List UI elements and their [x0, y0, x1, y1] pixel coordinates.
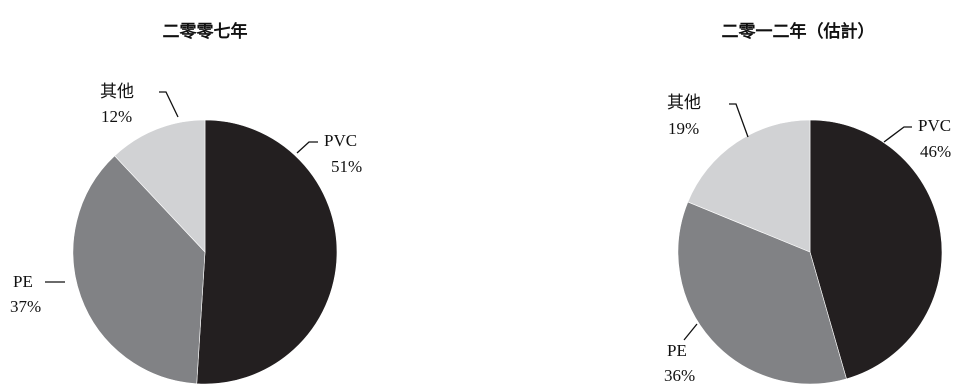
pie-chart-2007: 二零零七年 PVC 51% PE 37% 其他 12%: [10, 21, 362, 385]
slice-label-pe-2007: PE: [13, 272, 33, 291]
chart-title-2007: 二零零七年: [163, 21, 248, 42]
pie-slice-pvc-2007: [196, 119, 338, 385]
leader-other-2007: [159, 91, 179, 118]
slice-value-pvc-2012: 46%: [920, 142, 951, 161]
slice-label-pvc-2012: PVC: [918, 116, 951, 135]
pie-2007-slices: [72, 119, 338, 385]
slice-value-pe-2007: 37%: [10, 297, 41, 316]
slice-label-other-2012: 其他: [667, 93, 701, 112]
pie-slice-pe-2012: [677, 201, 847, 385]
leader-pvc-2012: [883, 126, 912, 143]
leader-pvc-2007: [296, 141, 318, 154]
slice-label-pvc-2007: PVC: [324, 131, 357, 150]
leader-pe-2012: [683, 323, 698, 341]
slice-value-pvc-2007: 51%: [331, 157, 362, 176]
pie-slice-pe-2007: [72, 155, 206, 385]
leader-other-2012: [729, 103, 749, 138]
pie-chart-2012: 二零一二年（估計） PVC 46% PE 36% 其他 19%: [664, 21, 951, 385]
pie-slice-pvc-2012: [809, 119, 943, 380]
chart-title-2012: 二零一二年（估計）: [722, 21, 875, 42]
slice-label-other-2007: 其他: [100, 82, 134, 101]
slice-value-other-2007: 12%: [101, 107, 132, 126]
pie-2012-slices: [677, 119, 943, 385]
pie-slice-other-2012: [687, 119, 811, 253]
pie-slice-other-2007: [114, 119, 206, 253]
slice-label-pe-2012: PE: [667, 341, 687, 360]
slice-value-pe-2012: 36%: [664, 366, 695, 385]
slice-value-other-2012: 19%: [668, 119, 699, 138]
